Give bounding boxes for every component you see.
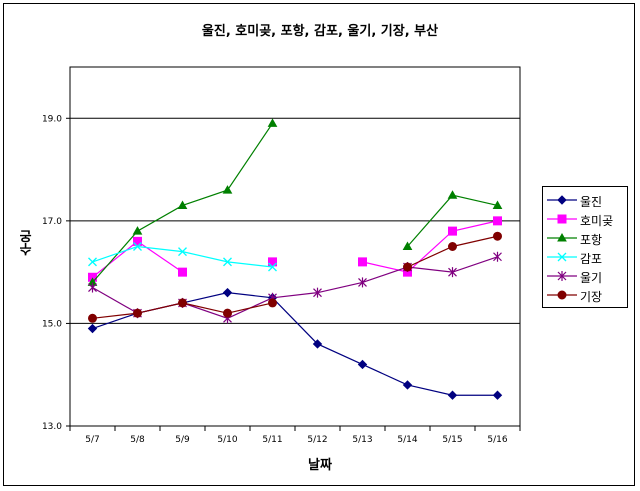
legend-label: 기장: [580, 290, 603, 304]
data-point: [448, 267, 457, 278]
series-6: [88, 231, 502, 323]
data-point: [133, 242, 142, 251]
legend-item: 울진: [543, 192, 627, 210]
y-tick-label: 19.0: [42, 114, 62, 124]
data-point: [493, 231, 502, 241]
data-point: [493, 216, 502, 226]
legend-swatch: [547, 252, 577, 262]
x-tick-label: 5/14: [397, 435, 417, 445]
data-point: [403, 262, 412, 272]
data-point: [222, 185, 233, 194]
data-point: [268, 262, 277, 272]
x-tick-label: 5/15: [442, 435, 462, 445]
legend-marker: [557, 232, 567, 242]
data-point: [267, 118, 278, 127]
y-axis-label: 수온: [20, 230, 35, 256]
legend-marker: [557, 271, 567, 281]
y-tick-label: 15.0: [42, 319, 62, 329]
chart-title: 울진, 호미곶, 포항, 감포, 울기, 기장, 부산: [201, 24, 439, 39]
x-tick-label: 5/10: [217, 435, 237, 445]
data-point: [88, 282, 97, 293]
data-point: [88, 257, 97, 267]
data-point: [357, 359, 368, 370]
data-point: [177, 200, 188, 209]
data-point: [268, 257, 277, 267]
legend-swatch: [547, 290, 577, 300]
data-point: [178, 247, 187, 257]
x-tick-label: 5/9: [175, 435, 190, 445]
legend-swatch: [547, 195, 577, 205]
data-point: [493, 251, 502, 262]
data-point: [358, 257, 367, 267]
data-point: [178, 267, 187, 277]
legend-item: 포항: [543, 230, 627, 248]
data-point: [402, 241, 413, 250]
x-tick-label: 5/13: [352, 435, 372, 445]
x-tick-label: 5/16: [487, 435, 507, 445]
data-point: [313, 287, 322, 298]
data-point: [133, 308, 142, 318]
data-point: [447, 190, 458, 199]
series-3: [87, 118, 503, 286]
data-point: [222, 287, 233, 298]
legend-label: 울진: [580, 195, 603, 209]
x-tick-label: 5/8: [130, 435, 145, 445]
legend-label: 울기: [580, 271, 603, 285]
data-point: [132, 226, 143, 235]
data-point: [223, 308, 232, 318]
y-tick-label: 13.0: [42, 422, 62, 432]
data-point: [178, 298, 187, 308]
x-tick-label: 5/7: [85, 435, 99, 445]
data-point: [448, 242, 457, 251]
legend-marker: [557, 214, 567, 224]
legend-swatch: [547, 271, 577, 281]
legend-item: 감포: [543, 249, 627, 267]
legend-swatch: [547, 214, 577, 224]
x-tick-label: 5/12: [307, 435, 327, 445]
data-point: [492, 200, 503, 209]
data-point: [448, 226, 457, 236]
legend-label: 포항: [580, 233, 603, 247]
legend-marker: [557, 195, 567, 205]
data-point: [87, 323, 98, 334]
data-point: [312, 339, 323, 349]
series-2: [88, 216, 502, 282]
legend-label: 감포: [580, 252, 603, 266]
series-4: [88, 242, 277, 272]
legend-item: 기장: [543, 287, 627, 305]
data-point: [133, 236, 142, 246]
data-point: [223, 257, 232, 267]
legend-label: 호미곶: [580, 214, 614, 228]
legend-marker: [557, 252, 567, 262]
data-point: [358, 277, 367, 288]
legend-item: 호미곶: [543, 211, 627, 229]
data-point: [88, 313, 97, 323]
data-point: [447, 390, 458, 400]
data-point: [268, 298, 277, 308]
data-point: [402, 380, 413, 390]
y-tick-label: 17.0: [42, 217, 62, 227]
legend-marker: [557, 290, 567, 300]
legend-swatch: [547, 232, 577, 242]
x-tick-label: 5/11: [262, 435, 282, 445]
x-axis-label: 날짜: [308, 458, 332, 473]
series-line: [362, 220, 498, 273]
data-point: [492, 390, 503, 400]
legend-item: 울기: [543, 268, 627, 286]
